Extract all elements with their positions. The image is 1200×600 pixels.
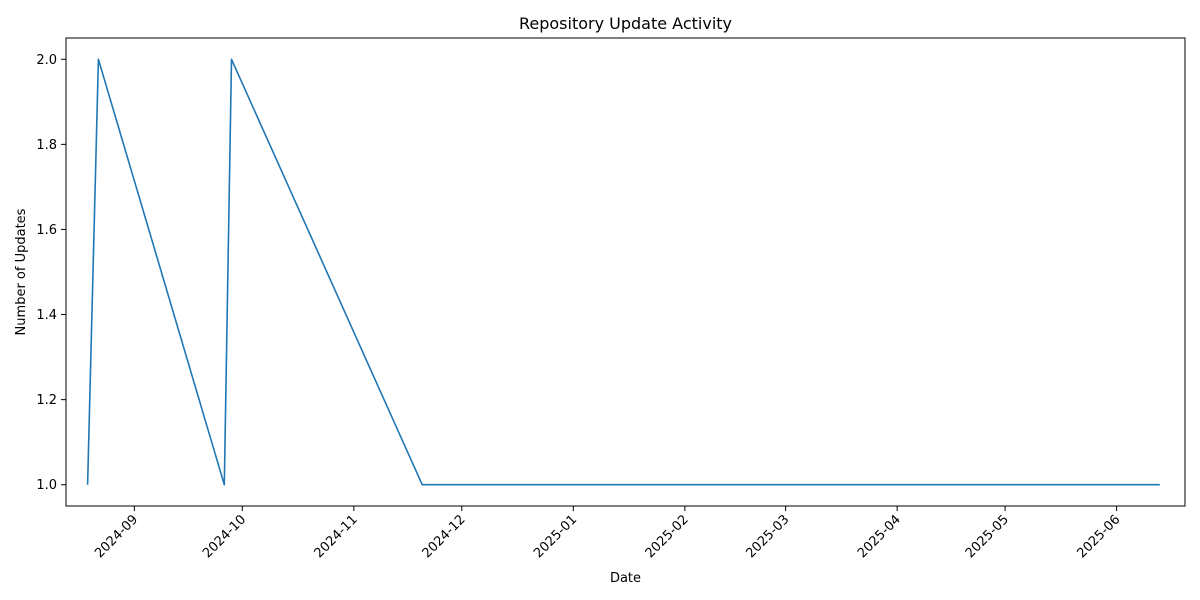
- y-tick-label: 1.6: [36, 223, 57, 238]
- x-tick-label: 2024-09: [92, 512, 141, 561]
- x-tick-label: 2025-01: [531, 512, 580, 561]
- y-tick-label: 1.4: [36, 308, 57, 323]
- series-line: [86, 58, 1160, 486]
- x-axis: 2024-09 2024-10 2024-11 2024-12 2025-01 2025-…: [92, 506, 1123, 561]
- y-tick-label: 1.8: [36, 138, 57, 153]
- x-tick-label: 2025-05: [963, 512, 1012, 561]
- x-tick-label: 2024-10: [200, 512, 249, 561]
- x-tick-label: 2025-02: [643, 512, 692, 561]
- x-axis-label: Date: [610, 571, 641, 586]
- y-tick-label: 1.0: [36, 478, 57, 493]
- x-tick-label: 2024-11: [312, 512, 361, 561]
- y-tick-label: 1.2: [36, 393, 57, 408]
- x-tick-label: 2025-06: [1074, 512, 1123, 561]
- plot-area: [86, 58, 1160, 486]
- x-tick-label: 2025-04: [855, 512, 904, 561]
- y-axis-label: Number of Updates: [14, 208, 29, 335]
- x-tick-label: 2025-03: [743, 512, 792, 561]
- y-tick-label: 2.0: [36, 53, 57, 68]
- y-axis: 1.0 1.2 1.4 1.6 1.8 2.0: [36, 53, 66, 493]
- chart-title: Repository Update Activity: [519, 14, 732, 33]
- plot-frame: [65, 37, 1186, 507]
- x-tick-label: 2024-12: [420, 512, 469, 561]
